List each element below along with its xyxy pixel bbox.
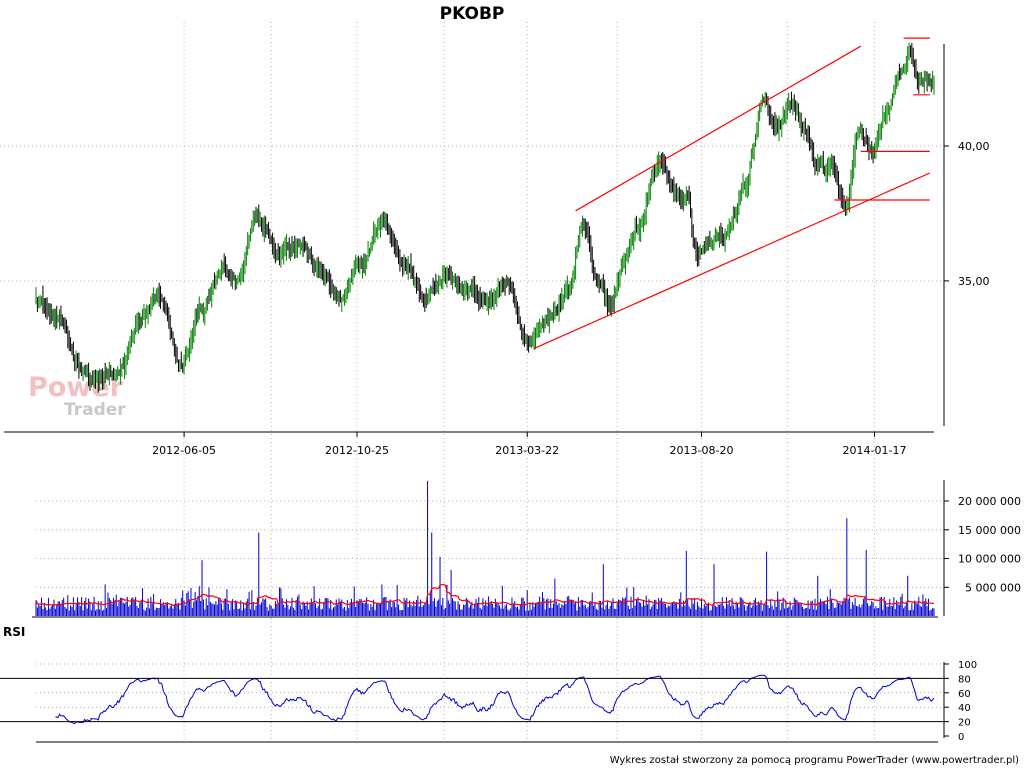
volume-y-tick-label: 10 000 000: [958, 553, 1021, 566]
price-y-tick-label: 35,00: [958, 275, 990, 288]
rsi-y-tick-label: 100: [958, 660, 977, 671]
rsi-panel: [0, 674, 944, 743]
rsi-y-tick-label: 80: [958, 674, 971, 685]
x-tick-label: 2014-01-17: [843, 444, 907, 457]
x-tick-label: 2012-06-05: [152, 444, 216, 457]
price-candles: [35, 42, 935, 393]
trend-line: [575, 45, 862, 212]
rsi-y-tick-label: 0: [958, 732, 964, 743]
rsi-y-tick-label: 20: [958, 718, 971, 729]
x-tick-label: 2013-08-20: [670, 444, 734, 457]
rsi-y-tick-label: 60: [958, 689, 971, 700]
volume-moving-average: [35, 583, 935, 607]
watermark-trader-text: Trader: [64, 400, 126, 420]
volume-panel: [32, 480, 938, 618]
volume-y-tick-label: 5 000 000: [965, 581, 1021, 594]
rsi-line: [55, 674, 935, 725]
x-tick-label: 2013-03-22: [495, 444, 559, 457]
watermark: Power Trader: [28, 372, 126, 420]
chart-title: PKOBP: [440, 4, 505, 24]
x-tick-label: 2012-10-25: [325, 444, 389, 457]
price-y-tick-label: 40,00: [958, 140, 990, 153]
volume-y-tick-label: 20 000 000: [958, 495, 1021, 508]
price-panel: [35, 37, 935, 393]
trend-line: [533, 172, 931, 349]
axes-layer: 2012-06-05 2012-10-25 2013-03-22 2013-08-20…: [4, 44, 1021, 743]
volume-y-tick-label: 15 000 000: [958, 524, 1021, 537]
rsi-panel-label: RSI: [3, 625, 25, 639]
rsi-y-tick-label: 40: [958, 703, 971, 714]
footer-credit: Wykres został stworzony za pomocą progra…: [610, 755, 1019, 766]
